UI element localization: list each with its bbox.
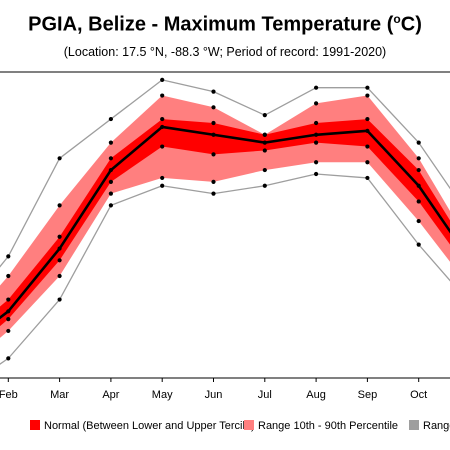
data-point xyxy=(6,273,11,279)
data-point xyxy=(160,124,165,130)
data-point xyxy=(6,254,11,259)
data-point xyxy=(211,105,216,110)
data-point xyxy=(57,234,62,239)
data-point xyxy=(160,116,165,122)
data-point xyxy=(108,140,113,145)
median-line xyxy=(0,125,450,320)
data-point xyxy=(416,183,421,188)
range-lower-line xyxy=(0,173,450,365)
data-point xyxy=(314,101,319,106)
chart-subtitle: (Location: 17.5 °N, -88.3 °W; Period of … xyxy=(63,45,387,59)
chart-title-unit: C) xyxy=(400,13,422,36)
data-point xyxy=(365,144,370,149)
data-point xyxy=(6,309,11,314)
data-point xyxy=(365,128,370,133)
data-point xyxy=(365,116,370,122)
data-point xyxy=(160,183,165,188)
data-point xyxy=(416,242,421,247)
data-point xyxy=(6,328,11,334)
legend-label: Range 10th - 90th Percentile xyxy=(258,420,398,432)
data-point xyxy=(262,113,267,118)
data-point xyxy=(314,140,319,145)
data-point xyxy=(160,144,165,149)
data-point xyxy=(6,297,11,302)
data-point xyxy=(160,175,165,181)
data-point xyxy=(262,132,267,137)
data-point xyxy=(108,203,113,208)
chart-title: PGIA, Belize - Maximum Temperature (oC) xyxy=(0,12,450,37)
data-point xyxy=(365,93,370,98)
data-point xyxy=(314,120,319,126)
legend-label: Range xyxy=(423,420,450,432)
x-tick-label: Jul xyxy=(258,389,272,401)
lines-layer xyxy=(0,79,450,365)
data-point xyxy=(160,93,165,98)
data-point xyxy=(416,167,421,173)
data-point xyxy=(314,160,319,165)
data-point xyxy=(211,120,216,126)
x-tick-label: Oct xyxy=(410,389,427,401)
data-point xyxy=(57,258,62,263)
data-point xyxy=(57,156,62,161)
data-point xyxy=(314,85,319,90)
chart-title-text: PGIA, Belize - Maximum Temperature ( xyxy=(28,13,394,36)
legend-swatch xyxy=(244,420,254,430)
data-point xyxy=(211,179,216,184)
data-point xyxy=(416,140,421,145)
x-tick-label: Apr xyxy=(102,389,119,401)
data-point xyxy=(262,148,267,153)
x-tick-label: Sep xyxy=(358,389,378,401)
data-point xyxy=(365,175,370,181)
data-point xyxy=(6,356,11,361)
x-tick-label: Jun xyxy=(205,389,223,401)
data-point xyxy=(314,132,319,137)
data-point xyxy=(211,152,216,157)
x-axis: Feb Mar Apr May Jun Jul Aug Sep Oct xyxy=(0,378,427,401)
x-tick-label: May xyxy=(152,389,173,401)
plot-frame xyxy=(0,71,450,379)
data-point xyxy=(108,156,113,161)
data-point xyxy=(57,203,62,208)
data-point xyxy=(416,199,421,204)
data-point xyxy=(108,116,113,122)
data-point xyxy=(365,160,370,165)
legend: MedianNormal (Between Lower and Upper Te… xyxy=(30,420,450,432)
legend-swatch xyxy=(30,420,40,430)
data-point xyxy=(57,246,62,251)
band-range xyxy=(0,95,450,338)
data-point xyxy=(262,140,267,145)
x-tick-label: Aug xyxy=(306,389,326,401)
x-tick-label: Mar xyxy=(50,389,69,401)
data-point xyxy=(108,179,113,184)
legend-label: Normal (Between Lower and Upper Tercile) xyxy=(44,420,255,432)
data-point xyxy=(365,85,370,90)
data-point xyxy=(211,89,216,94)
points-layer xyxy=(6,77,421,361)
data-point xyxy=(108,167,113,173)
data-point xyxy=(57,273,62,279)
data-point xyxy=(211,191,216,196)
chart-title-degree: o xyxy=(393,12,401,26)
data-point xyxy=(416,218,421,224)
data-point xyxy=(108,191,113,196)
data-point xyxy=(57,297,62,302)
data-point xyxy=(262,183,267,188)
data-point xyxy=(262,167,267,173)
data-point xyxy=(211,132,216,137)
x-tick-label: Feb xyxy=(0,389,18,401)
legend-swatch xyxy=(409,420,419,430)
data-point xyxy=(160,77,165,82)
data-point xyxy=(416,156,421,161)
data-point xyxy=(6,317,11,322)
data-point xyxy=(314,171,319,177)
range-upper-line xyxy=(0,79,450,268)
